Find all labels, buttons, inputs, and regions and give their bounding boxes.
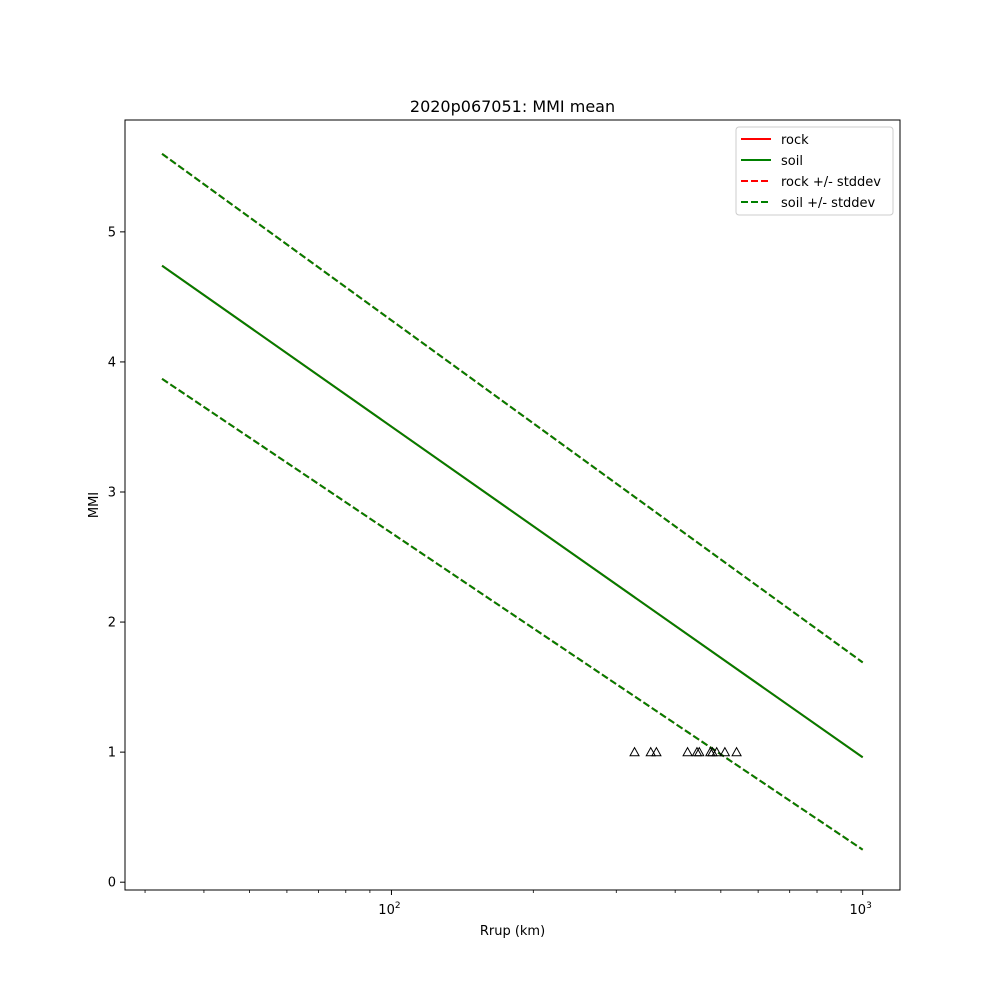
- y-axis-ticks: 0 1 2 3 4 5: [108, 225, 125, 891]
- x-axis-label: Rrup (km): [480, 924, 545, 939]
- series-line-soil-stddev-4: [161, 153, 864, 664]
- observation-marker: [693, 746, 705, 757]
- y-axis-label: MMI: [87, 492, 102, 518]
- observations-layer: [629, 746, 742, 757]
- observation-marker: [731, 746, 742, 757]
- observation-marker: [719, 746, 731, 757]
- x-tick-label: 103: [850, 901, 872, 918]
- series-layer: [161, 153, 864, 851]
- y-tick-label: 5: [108, 225, 116, 240]
- x-axis-ticks: 102 103: [144, 890, 872, 918]
- legend: rock soil rock +/- stddev soil +/- stddev: [735, 126, 894, 216]
- legend-label: soil +/- stddev: [781, 196, 876, 211]
- legend-label: rock +/- stddev: [781, 175, 881, 190]
- observation-marker: [651, 746, 662, 757]
- observation-marker: [645, 746, 657, 757]
- y-tick-label: 0: [108, 876, 116, 891]
- y-tick-label: 2: [108, 616, 116, 631]
- series-line-soil-3: [161, 264, 864, 759]
- y-tick-label: 4: [108, 355, 116, 370]
- y-tick-label: 3: [108, 485, 116, 500]
- observation-marker: [711, 746, 723, 757]
- observation-marker: [682, 746, 693, 757]
- legend-label: rock: [781, 133, 809, 148]
- series-line-soil-stddev-5: [161, 377, 864, 851]
- plot-area: [125, 120, 900, 890]
- observation-marker: [629, 746, 640, 757]
- y-tick-label: 1: [108, 746, 116, 761]
- plot-frame: [124, 119, 901, 891]
- legend-frame: [735, 126, 894, 216]
- chart-title: 2020p067051: MMI mean: [410, 97, 615, 116]
- legend-label: soil: [781, 154, 803, 169]
- x-tick-label: 102: [378, 901, 400, 918]
